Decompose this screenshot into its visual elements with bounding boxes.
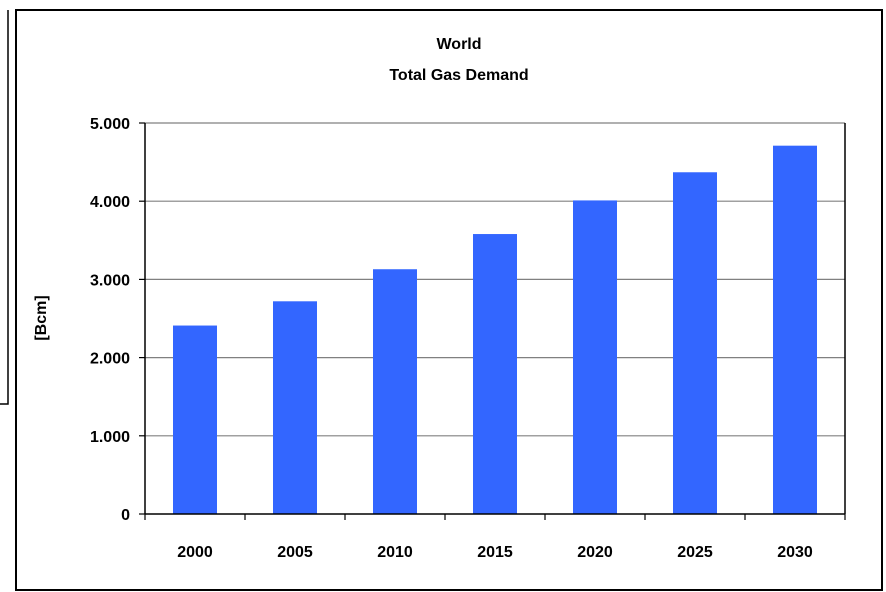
x-tick-label: 2000 [177, 544, 213, 561]
x-tick-label: 2030 [777, 544, 813, 561]
x-tick-labels: 2000 2005 2010 2015 2020 2025 2030 [177, 544, 813, 561]
x-tick-label: 2005 [277, 544, 313, 561]
x-tick-label: 2010 [377, 544, 413, 561]
bars [173, 145, 817, 515]
y-tick-label: 0 [121, 507, 130, 524]
y-axis-label: [Bcm] [33, 295, 50, 340]
y-tick-labels: 0 1.000 2.000 3.000 4.000 5.000 [90, 116, 130, 524]
y-tick-label: 3.000 [90, 272, 130, 289]
y-tick-label: 2.000 [90, 351, 130, 368]
axes [139, 122, 846, 520]
x-tick-label: 2025 [677, 544, 713, 561]
x-tick-label: 2015 [477, 544, 513, 561]
bar-2005 [273, 301, 317, 514]
bar-2030 [773, 145, 817, 515]
background-frame-edge [0, 10, 9, 405]
bar-2015 [473, 234, 517, 514]
x-tick-label: 2020 [577, 544, 613, 561]
bar-2000 [173, 325, 217, 514]
chart-outer-frame [15, 9, 883, 591]
chart-title-line-1: World [436, 36, 481, 53]
y-tick-label: 5.000 [90, 116, 130, 133]
y-tick-label: 4.000 [90, 194, 130, 211]
bar-2010 [373, 269, 417, 514]
bar-2020 [573, 200, 617, 514]
chart-title-line-2: Total Gas Demand [389, 67, 528, 84]
y-tick-label: 1.000 [90, 429, 130, 446]
bar-2025 [673, 172, 717, 515]
